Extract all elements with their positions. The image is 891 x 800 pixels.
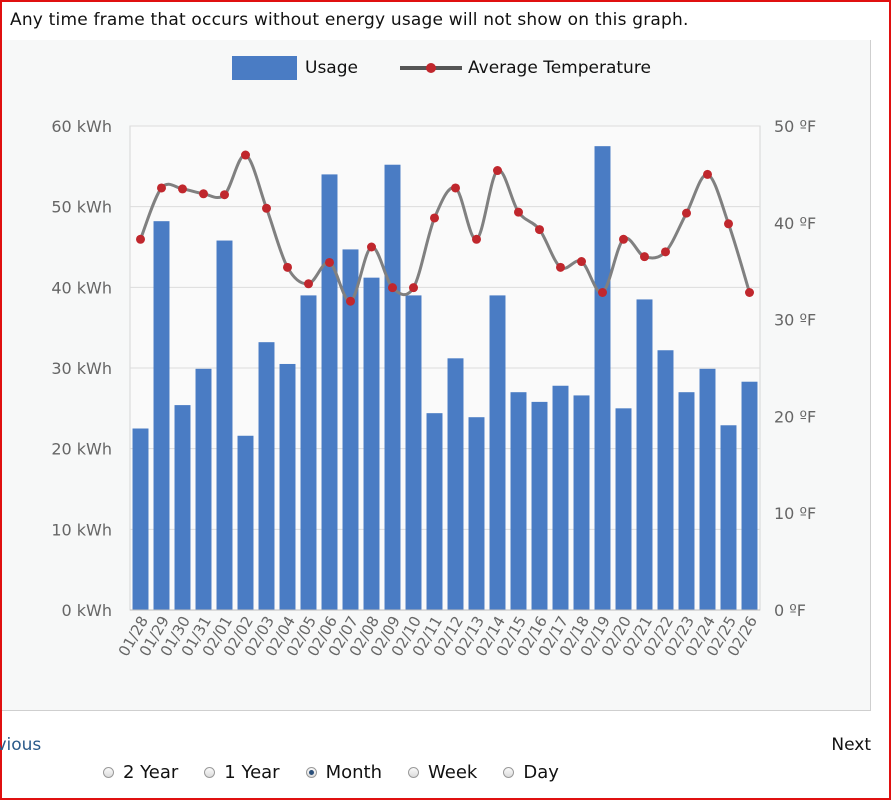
temperature-point: [661, 247, 670, 257]
usage-bar: [237, 435, 254, 610]
usage-bar: [447, 358, 464, 610]
usage-bar: [363, 277, 380, 610]
usage-bar: [216, 240, 233, 610]
range-label-2-year: 2 Year: [123, 762, 179, 783]
y-right-tick-label: 40 ºF: [774, 214, 816, 233]
y-right-tick-label: 10 ºF: [774, 504, 816, 523]
notice-text: Any time frame that occurs without energ…: [10, 10, 689, 30]
temperature-point: [178, 184, 187, 194]
range-label-day: Day: [523, 762, 559, 783]
range-label-1-year: 1 Year: [224, 762, 280, 783]
usage-bar: [153, 221, 170, 611]
usage-bar: [300, 295, 317, 610]
temperature-point: [619, 234, 628, 244]
y-left-tick-label: 40 kWh: [51, 278, 112, 297]
temperature-point: [241, 150, 250, 160]
usage-bar: [321, 174, 338, 610]
usage-bar: [678, 392, 695, 610]
radio-day[interactable]: [503, 767, 515, 778]
legend-temperature-marker: [426, 63, 436, 73]
temperature-point: [367, 242, 376, 252]
range-option-day[interactable]: Day: [503, 762, 559, 783]
temperature-point: [325, 257, 334, 267]
usage-bar: [279, 363, 296, 610]
usage-bar: [405, 295, 422, 610]
usage-bar: [195, 368, 212, 610]
legend-temperature-label: Average Temperature: [468, 58, 651, 78]
usage-bar: [489, 295, 506, 610]
legend-usage-swatch: [232, 56, 297, 80]
temperature-point: [598, 287, 607, 297]
usage-bar: [720, 425, 737, 610]
y-right-tick-label: 50 ºF: [774, 117, 816, 136]
temperature-point: [682, 208, 691, 218]
temperature-point: [472, 234, 481, 244]
y-right-tick-label: 20 ºF: [774, 407, 816, 426]
chart-panel: 0 kWh 10 kWh 20 kWh 30 kWh 40 kWh 50 kWh 60 kW…: [2, 40, 871, 711]
temperature-point: [577, 257, 586, 267]
temperature-point: [199, 189, 208, 199]
range-label-month: Month: [325, 762, 383, 783]
y-right-tick-label: 0 ºF: [774, 601, 806, 620]
temperature-point: [724, 219, 733, 229]
usage-chart: 0 kWh 10 kWh 20 kWh 30 kWh 40 kWh 50 kWh 60 kW…: [51, 56, 816, 659]
temperature-point: [304, 279, 313, 289]
temperature-point: [745, 287, 754, 297]
usage-bar: [594, 146, 611, 610]
legend-usage-label: Usage: [305, 58, 358, 78]
temperature-point: [220, 190, 229, 200]
temperature-point: [346, 296, 355, 306]
temperature-point: [262, 203, 271, 213]
y-right-tick-label: 30 ºF: [774, 311, 816, 330]
range-option-1-year[interactable]: 1 Year: [204, 762, 280, 783]
y-left-tick-label: 60 kWh: [51, 117, 112, 136]
usage-bar: [510, 392, 527, 610]
temperature-point: [157, 183, 166, 193]
y-left-tick-label: 50 kWh: [51, 198, 112, 217]
time-range-selector: 2 Year 1 Year Month Week Day: [103, 762, 585, 783]
usage-bar: [468, 417, 485, 610]
usage-bar: [636, 299, 653, 610]
usage-bar: [741, 381, 758, 610]
range-label-week: Week: [428, 762, 478, 783]
usage-bar: [531, 401, 548, 610]
temperature-point: [451, 183, 460, 193]
radio-1-year[interactable]: [204, 767, 216, 778]
y-left-tick-label: 30 kWh: [51, 359, 112, 378]
radio-month[interactable]: [305, 767, 317, 778]
usage-bar: [132, 428, 149, 610]
range-option-2-year[interactable]: 2 Year: [103, 762, 178, 783]
usage-bar: [342, 249, 359, 611]
temperature-point: [493, 166, 502, 176]
usage-bar: [552, 385, 569, 610]
usage-bar: [573, 395, 590, 610]
range-option-week[interactable]: Week: [408, 762, 477, 783]
usage-bar: [384, 164, 401, 610]
temperature-point: [535, 225, 544, 235]
temperature-point: [409, 283, 418, 293]
temperature-point: [283, 262, 292, 272]
usage-bar: [174, 405, 191, 610]
y-left-tick-label: 20 kWh: [51, 440, 112, 459]
temperature-point: [556, 262, 565, 272]
next-link[interactable]: Next: [831, 735, 871, 755]
usage-bar: [426, 413, 443, 610]
temperature-point: [430, 213, 439, 223]
range-option-month[interactable]: Month: [305, 762, 383, 783]
temperature-point: [388, 283, 397, 293]
y-left-tick-label: 0 kWh: [62, 601, 113, 620]
usage-bar: [615, 408, 632, 610]
y-left-tick-label: 10 kWh: [51, 520, 112, 539]
temperature-point: [136, 234, 145, 244]
temperature-point: [514, 207, 523, 217]
radio-2-year[interactable]: [103, 767, 114, 778]
temperature-point: [640, 252, 649, 262]
usage-bar: [258, 342, 275, 610]
radio-week[interactable]: [408, 767, 420, 778]
temperature-point: [703, 169, 712, 179]
usage-bar: [657, 350, 674, 610]
usage-bar: [699, 368, 716, 610]
